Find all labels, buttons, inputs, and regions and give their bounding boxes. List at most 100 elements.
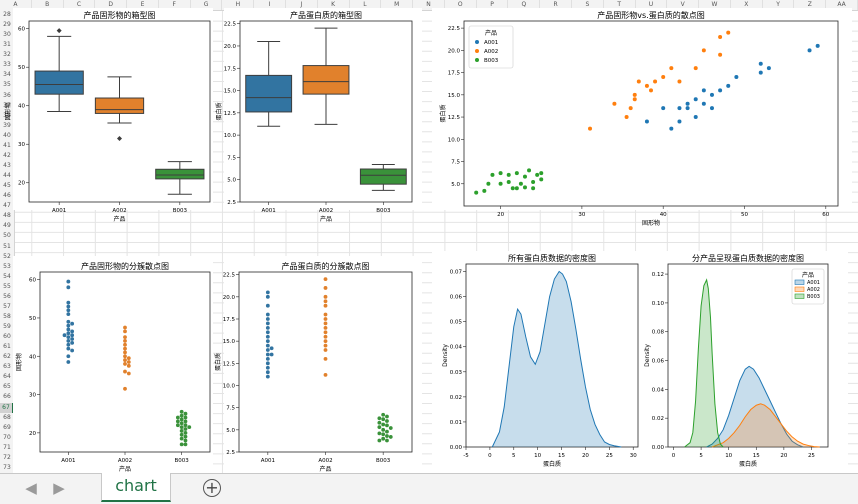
column-header-R[interactable]: R (540, 0, 572, 10)
row-header-61[interactable]: 61 (3, 343, 11, 351)
row-header-68[interactable]: 68 (3, 413, 11, 421)
chart-2-y-tick-label: 12.5 (448, 115, 461, 121)
column-header-H[interactable]: H (222, 0, 255, 10)
row-header-36[interactable]: 36 (3, 91, 11, 99)
swarm-point-A001 (70, 321, 75, 326)
scatter-legend-box (468, 25, 514, 69)
density-legend-swatch-A001 (794, 279, 805, 285)
column-header-T[interactable]: T (604, 0, 636, 10)
next-sheet-icon[interactable]: ▶ (53, 479, 65, 497)
row-header-39[interactable]: 39 (3, 121, 11, 129)
column-header-K[interactable]: K (318, 0, 350, 10)
row-header-43[interactable]: 43 (3, 161, 11, 169)
column-header-N[interactable]: N (413, 0, 445, 10)
column-header-E[interactable]: E (127, 0, 159, 10)
row-header-59[interactable]: 59 (3, 323, 11, 331)
row-header-56[interactable]: 56 (3, 292, 11, 300)
row-header-50[interactable]: 50 (3, 232, 11, 240)
column-header-M[interactable]: M (381, 0, 414, 10)
swarm-point-A002 (123, 358, 127, 362)
row-header-53[interactable]: 53 (3, 262, 11, 270)
row-header-48[interactable]: 48 (3, 212, 11, 220)
swarm-point-A002 (123, 386, 127, 391)
column-header-Q[interactable]: Q (508, 0, 541, 10)
column-header-A[interactable]: A (0, 0, 32, 10)
column-header-G[interactable]: G (191, 0, 223, 10)
column-header-S[interactable]: S (572, 0, 604, 10)
swarm-point-B003 (183, 442, 188, 447)
row-header-65[interactable]: 65 (3, 383, 11, 391)
row-header-38[interactable]: 38 (3, 111, 11, 119)
row-header-57[interactable]: 57 (3, 302, 11, 310)
row-header-64[interactable]: 64 (3, 373, 11, 381)
row-header-52[interactable]: 52 (3, 252, 11, 260)
column-header-P[interactable]: P (477, 0, 509, 10)
column-header-U[interactable]: U (636, 0, 668, 10)
scatter-legend-marker-A002 (475, 49, 479, 53)
column-header-J[interactable]: J (286, 0, 318, 10)
scatter-point-A002 (588, 126, 593, 131)
row-header-60[interactable]: 60 (3, 333, 11, 341)
row-header-66[interactable]: 66 (3, 393, 11, 401)
row-header-35[interactable]: 35 (3, 81, 11, 89)
scatter-point-A001 (677, 119, 682, 124)
chart-4-y-tick-label: 22.5 (223, 273, 236, 279)
row-header-30[interactable]: 30 (3, 31, 11, 39)
prev-sheet-icon[interactable]: ◀ (25, 479, 37, 497)
row-header-54[interactable]: 54 (3, 272, 11, 280)
column-header-X[interactable]: X (731, 0, 763, 10)
swarm-point-A001 (265, 317, 270, 321)
row-header-37[interactable]: 37 (3, 101, 11, 109)
chart-2-y-tick-label: 17.5 (448, 71, 461, 77)
row-header-62[interactable]: 62 (3, 353, 11, 361)
chart-5-x-tick-label: 15 (558, 453, 565, 459)
row-header-70[interactable]: 70 (3, 433, 11, 441)
row-header-72[interactable]: 72 (3, 453, 11, 461)
column-header-D[interactable]: D (95, 0, 128, 10)
column-header-V[interactable]: V (667, 0, 700, 10)
column-header-O[interactable]: O (445, 0, 477, 10)
row-header-33[interactable]: 33 (3, 61, 11, 69)
chart-1-y-tick-label: 12.5 (224, 111, 237, 117)
row-header-41[interactable]: 41 (3, 141, 11, 149)
row-header-45[interactable]: 45 (3, 182, 11, 190)
chart-2-x-tick-label: 40 (660, 212, 667, 218)
column-header-L[interactable]: L (350, 0, 382, 10)
row-header-31[interactable]: 31 (3, 41, 11, 49)
column-header-W[interactable]: W (699, 0, 731, 10)
row-header-73[interactable]: 73 (3, 463, 11, 471)
row-header-28[interactable]: 28 (3, 11, 11, 18)
scatter-point-A002 (718, 52, 723, 57)
column-header-Z[interactable]: Z (794, 0, 827, 10)
row-header-34[interactable]: 34 (3, 71, 11, 79)
row-header-46[interactable]: 46 (3, 192, 11, 200)
row-header-47[interactable]: 47 (3, 202, 11, 210)
row-header-63[interactable]: 63 (3, 363, 11, 371)
row-header-51[interactable]: 51 (3, 242, 11, 250)
swarm-point-B003 (179, 421, 184, 426)
column-header-Y[interactable]: Y (763, 0, 795, 10)
column-header-I[interactable]: I (254, 0, 286, 10)
row-header-58[interactable]: 58 (3, 312, 11, 320)
row-header-71[interactable]: 71 (3, 443, 11, 451)
row-header-69[interactable]: 69 (3, 423, 11, 431)
row-header-40[interactable]: 40 (3, 131, 11, 139)
row-header-44[interactable]: 44 (3, 172, 11, 180)
row-header-49[interactable]: 49 (3, 222, 11, 230)
column-header-F[interactable]: F (159, 0, 191, 10)
column-header-AA[interactable]: AA (826, 0, 858, 10)
chart-6-x-tick-label: 20 (780, 453, 787, 459)
swarm-point-A001 (70, 340, 75, 345)
chart-2-y-tick-label: 7.5 (451, 160, 460, 166)
chart-2-x-label: 固形物 (642, 219, 660, 227)
chart-1-x-label: 产品 (320, 215, 332, 223)
column-header-C[interactable]: C (64, 0, 96, 10)
row-header-42[interactable]: 42 (3, 151, 11, 159)
row-header-32[interactable]: 32 (3, 51, 11, 59)
row-header-55[interactable]: 55 (3, 282, 11, 290)
row-header-29[interactable]: 29 (3, 21, 11, 29)
add-sheet-icon[interactable]: + (203, 479, 221, 497)
column-header-B[interactable]: B (32, 0, 64, 10)
sheet-tab-chart[interactable]: chart (101, 473, 171, 502)
